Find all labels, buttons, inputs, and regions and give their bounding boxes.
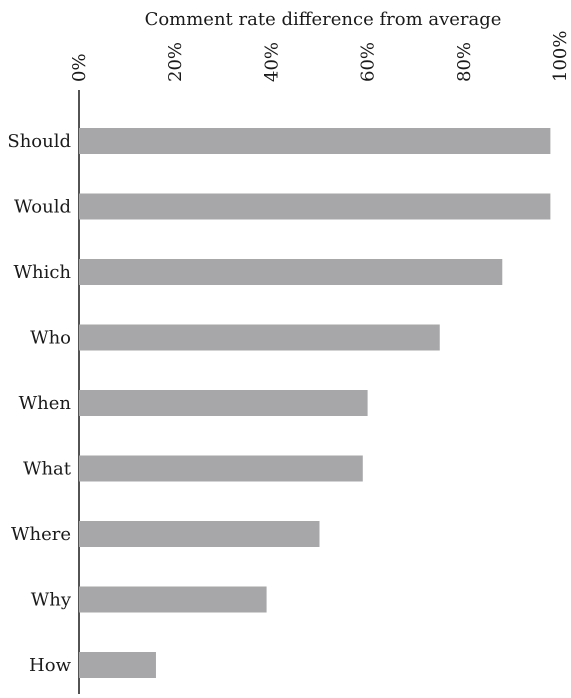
bar — [79, 455, 363, 482]
bar — [79, 521, 320, 547]
category-labels: Should Would Which Who When What Where Why How — [7, 131, 71, 676]
x-tick-label: 20% — [165, 42, 186, 82]
x-axis-ticks: 0% 20% 40% 60% 80% 100% — [69, 31, 571, 82]
x-tick-label: 80% — [454, 42, 475, 82]
bar — [79, 324, 440, 351]
category-label: How — [29, 655, 72, 676]
bars — [79, 128, 551, 678]
bar — [79, 259, 503, 285]
category-label: Which — [13, 262, 71, 283]
bar — [79, 390, 368, 416]
category-label: What — [23, 459, 72, 480]
x-tick-label: 0% — [69, 53, 90, 82]
bar — [79, 586, 267, 613]
x-tick-label: 60% — [358, 42, 379, 82]
category-label: When — [19, 393, 72, 414]
bar — [79, 652, 156, 678]
category-label: Who — [30, 328, 71, 349]
x-axis-title: Comment rate difference from average — [145, 9, 502, 30]
category-label: Why — [31, 590, 72, 611]
bar — [79, 193, 551, 220]
x-tick-label: 40% — [261, 42, 282, 82]
x-tick-label: 100% — [550, 31, 571, 82]
category-label: Would — [14, 197, 71, 218]
category-label: Should — [7, 131, 71, 152]
category-label: Where — [11, 524, 71, 545]
bar — [79, 128, 551, 154]
